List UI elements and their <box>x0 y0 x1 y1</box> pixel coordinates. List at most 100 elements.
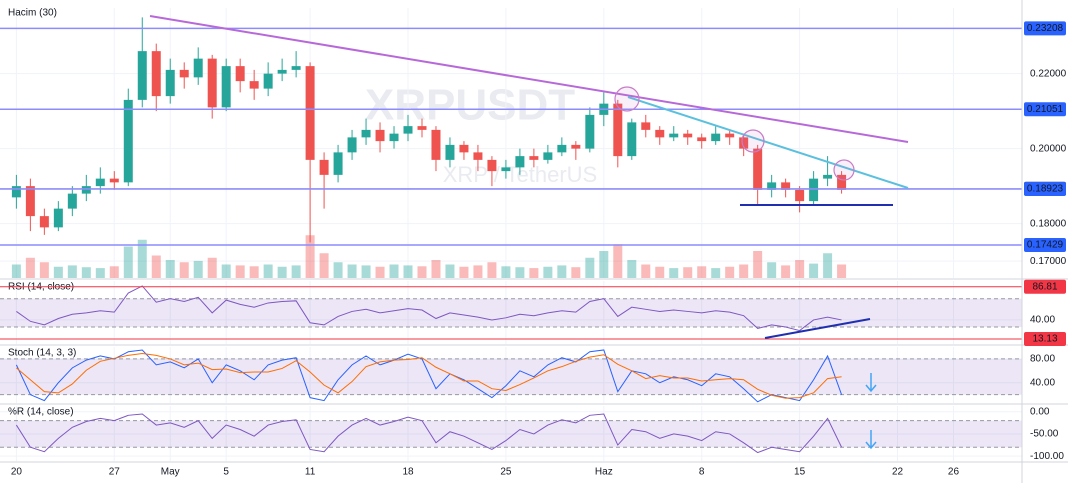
price-label: 0.17429 <box>1027 240 1064 251</box>
candle-body <box>739 137 749 149</box>
volume-bar <box>501 266 511 278</box>
candle-body <box>501 167 511 172</box>
candle-body <box>487 159 497 172</box>
candle-body <box>109 178 119 183</box>
drawings <box>149 15 909 450</box>
volume-bar <box>361 265 371 278</box>
candle-body <box>193 58 203 78</box>
candle-body <box>389 133 399 142</box>
candle-body <box>725 133 735 138</box>
volume-bar <box>557 265 567 278</box>
volume-bar <box>571 267 581 278</box>
volume-bar <box>109 266 119 278</box>
volume-bar <box>193 260 203 278</box>
candle-body <box>473 152 483 160</box>
indicator-line <box>16 285 842 332</box>
candle-body <box>165 69 175 97</box>
volume-bar <box>389 264 399 278</box>
volume-bar <box>725 266 735 278</box>
candle-body <box>697 137 707 142</box>
candle-body <box>277 69 287 74</box>
volume-bar <box>151 255 161 278</box>
candle-body <box>375 129 385 142</box>
candle-body <box>837 174 847 190</box>
candle-body <box>67 193 77 209</box>
volume-bar <box>249 266 259 278</box>
y-tick-label: 0.00 <box>1030 406 1050 417</box>
candle-body <box>753 148 763 190</box>
candle-body <box>235 66 245 82</box>
volume-bar <box>137 239 147 278</box>
volume-bar <box>207 257 217 278</box>
trend-line <box>627 96 909 189</box>
volume-bar <box>711 268 721 278</box>
volume-bar <box>655 266 665 278</box>
candle-body <box>669 133 679 138</box>
x-tick-label: May <box>161 467 180 478</box>
candle-body <box>571 144 581 149</box>
volume-bar <box>333 262 343 278</box>
price-label-box <box>1024 21 1066 36</box>
candle-body <box>249 81 259 89</box>
volume-bar <box>417 266 427 278</box>
panel-title: Stoch (14, 3, 3) <box>8 348 76 359</box>
price-label-box <box>1024 238 1066 253</box>
y-tick-label: 80.00 <box>1030 354 1055 365</box>
volume-bar <box>123 246 133 278</box>
y-tick-label: -50.00 <box>1030 429 1059 440</box>
candle-body <box>333 152 343 175</box>
candle-body <box>263 73 273 89</box>
y-tick-label: 40.00 <box>1030 315 1055 326</box>
x-tick-label: 18 <box>402 467 414 478</box>
price-label: 13.13 <box>1032 334 1057 345</box>
volume-bar <box>305 235 315 278</box>
x-tick-label: 5 <box>223 467 229 478</box>
volume-title: Hacim (30) <box>8 8 57 19</box>
volume-bar <box>529 268 539 278</box>
volume-bar <box>823 253 833 278</box>
y-tick-label: 0.22000 <box>1030 68 1067 79</box>
candle-body <box>823 174 833 179</box>
candle-body <box>459 144 469 153</box>
x-tick-label: 8 <box>699 467 705 478</box>
volume-bar <box>781 265 791 278</box>
volume-bar <box>235 265 245 278</box>
volume-bar <box>277 266 287 278</box>
candle-body <box>151 51 161 97</box>
volume-bar <box>809 263 819 278</box>
candle-body <box>781 182 791 190</box>
y-tick-label: 0.20000 <box>1030 143 1067 154</box>
volume-bar <box>613 244 623 278</box>
candle-body <box>319 159 329 175</box>
candle-body <box>767 182 777 190</box>
candle-body <box>361 129 371 138</box>
volume-bar <box>221 264 231 278</box>
candle-body <box>795 189 805 202</box>
candle-body <box>95 178 105 187</box>
x-tick-label: 20 <box>11 467 23 478</box>
panel-title: %R (14, close) <box>8 407 74 418</box>
volume-bar <box>179 262 189 278</box>
volume-bar <box>627 260 637 278</box>
down-arrow <box>865 430 877 450</box>
candle-body <box>137 51 147 100</box>
volume-bar <box>95 268 105 278</box>
volume-bar <box>459 266 469 278</box>
candle-body <box>711 133 721 142</box>
volume-bar <box>683 267 693 278</box>
watermark-title: XRPUSDT <box>365 81 575 130</box>
x-tick-label: 27 <box>109 467 121 478</box>
volume-bar <box>473 265 483 278</box>
volume-bar <box>795 260 805 278</box>
volume-bar <box>165 260 175 278</box>
x-tick-label: 25 <box>500 467 512 478</box>
candle-body <box>123 99 133 183</box>
volume-bar <box>319 253 329 278</box>
x-tick-label: 26 <box>948 467 960 478</box>
candle-body <box>529 156 539 160</box>
candle-body <box>557 144 567 153</box>
x-tick-label: 11 <box>305 467 316 478</box>
volume-bar <box>767 262 777 278</box>
